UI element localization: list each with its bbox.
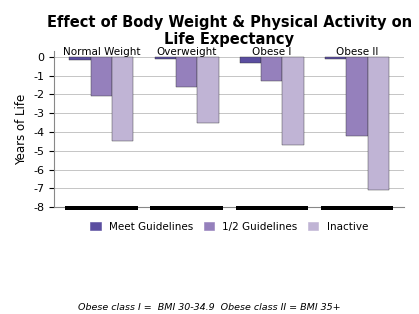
Bar xyxy=(261,57,282,81)
Bar xyxy=(240,57,261,62)
Text: Obese II: Obese II xyxy=(336,46,378,57)
Bar xyxy=(325,57,347,59)
Text: Obese I: Obese I xyxy=(252,46,292,57)
Bar xyxy=(155,57,176,59)
Bar xyxy=(176,57,197,87)
Bar xyxy=(368,57,389,190)
Bar xyxy=(112,57,133,141)
Legend: Meet Guidelines, 1/2 Guidelines, Inactive: Meet Guidelines, 1/2 Guidelines, Inactiv… xyxy=(86,218,372,236)
Title: Effect of Body Weight & Physical Activity on
Life Expectancy: Effect of Body Weight & Physical Activit… xyxy=(47,15,412,47)
Bar xyxy=(235,206,308,210)
Y-axis label: Years of Life: Years of Life xyxy=(15,94,28,165)
Bar xyxy=(91,57,112,96)
Bar xyxy=(150,206,223,210)
Text: Overweight: Overweight xyxy=(156,46,217,57)
Text: Obese class I =  BMI 30-34.9  Obese class II = BMI 35+: Obese class I = BMI 30-34.9 Obese class … xyxy=(78,303,341,312)
Bar xyxy=(197,57,219,123)
Bar xyxy=(69,57,91,60)
Bar xyxy=(347,57,368,136)
Bar xyxy=(65,206,137,210)
Bar xyxy=(321,206,393,210)
Text: Normal Weight: Normal Weight xyxy=(62,46,140,57)
Bar xyxy=(282,57,304,145)
